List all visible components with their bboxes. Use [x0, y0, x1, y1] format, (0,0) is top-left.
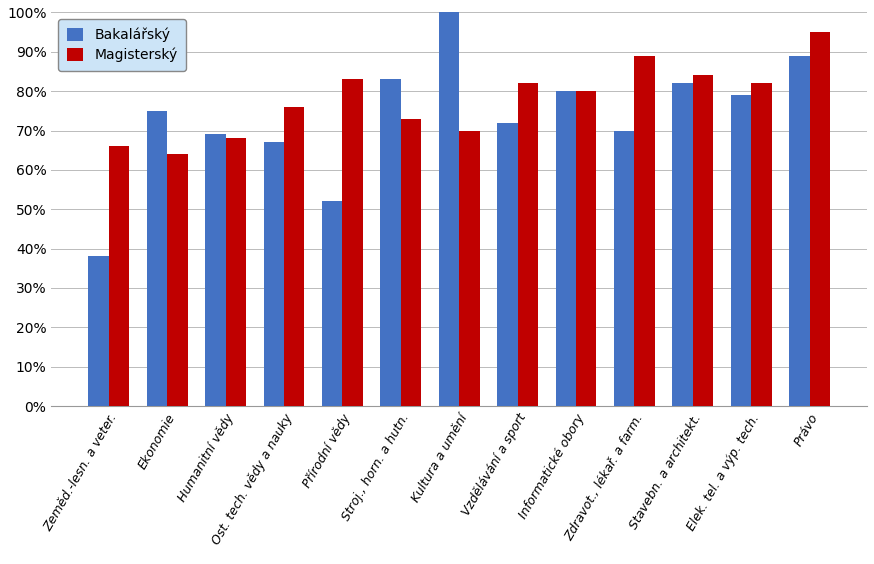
- Bar: [517, 83, 538, 406]
- Bar: [556, 91, 576, 406]
- Bar: [380, 80, 401, 406]
- Bar: [167, 154, 188, 406]
- Bar: [109, 146, 129, 406]
- Bar: [731, 95, 751, 406]
- Bar: [322, 201, 343, 406]
- Bar: [809, 32, 830, 406]
- Bar: [439, 12, 459, 406]
- Bar: [751, 83, 772, 406]
- Bar: [672, 83, 693, 406]
- Bar: [614, 130, 635, 406]
- Bar: [693, 76, 713, 406]
- Bar: [459, 130, 480, 406]
- Bar: [789, 56, 809, 406]
- Bar: [264, 142, 284, 406]
- Bar: [635, 56, 655, 406]
- Bar: [576, 91, 596, 406]
- Bar: [284, 107, 304, 406]
- Bar: [401, 119, 421, 406]
- Bar: [343, 80, 363, 406]
- Bar: [147, 111, 167, 406]
- Bar: [225, 138, 246, 406]
- Bar: [205, 134, 225, 406]
- Bar: [88, 257, 109, 406]
- Legend: Bakalářský, Magisterský: Bakalářský, Magisterský: [59, 19, 186, 70]
- Bar: [497, 122, 517, 406]
